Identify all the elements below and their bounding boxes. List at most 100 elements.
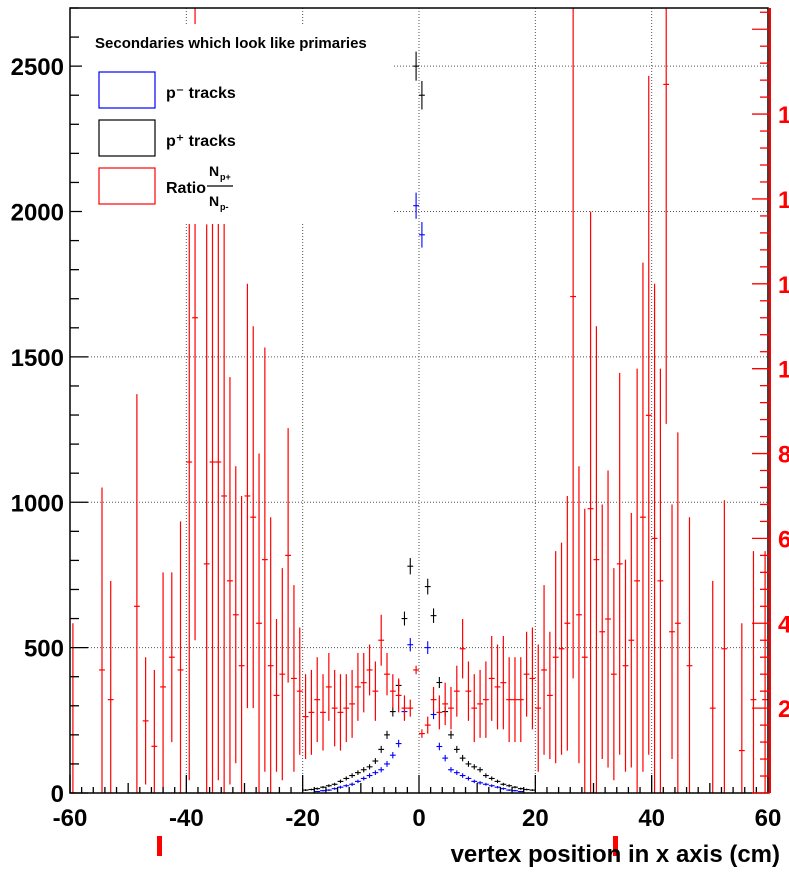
y-right-tick-label: 4 bbox=[778, 611, 789, 638]
ratio-point bbox=[616, 372, 623, 755]
y-right-tick-label: 1 bbox=[778, 272, 789, 299]
y-tick-label: 2000 bbox=[11, 200, 64, 227]
p-minus-point bbox=[355, 779, 361, 784]
ratio-point bbox=[477, 669, 483, 738]
p-minus-point bbox=[325, 789, 332, 791]
ratio-point bbox=[587, 211, 594, 793]
ratio-point bbox=[442, 682, 449, 726]
p-minus-point bbox=[349, 782, 356, 787]
p-minus-point bbox=[465, 776, 472, 781]
ratio-point bbox=[657, 368, 664, 793]
ratio-point bbox=[517, 657, 524, 743]
p-minus-point bbox=[471, 779, 478, 784]
p-plus-point bbox=[494, 779, 501, 784]
x-axis-ticks bbox=[69, 775, 769, 793]
ratio-point bbox=[151, 669, 158, 793]
p-plus-point bbox=[343, 776, 350, 781]
legend-swatch bbox=[98, 167, 156, 205]
ratio-point bbox=[203, 224, 210, 793]
p-plus-point bbox=[453, 745, 460, 753]
ratio-point bbox=[482, 661, 489, 738]
ratio-point bbox=[494, 644, 501, 730]
y-right-tick-label: 1 bbox=[778, 102, 789, 129]
p-plus-point bbox=[512, 786, 518, 789]
ratio-point bbox=[389, 674, 396, 709]
p-plus-point bbox=[366, 764, 373, 770]
p-plus-point bbox=[331, 782, 338, 786]
ratio-point bbox=[256, 453, 262, 793]
ratio-point bbox=[552, 551, 559, 764]
ratio-point bbox=[99, 487, 105, 793]
ratio-point bbox=[366, 644, 373, 696]
p-plus-point bbox=[471, 764, 478, 770]
ratio-point bbox=[331, 669, 338, 747]
ratio-point bbox=[308, 669, 315, 755]
legend-label: p⁺ tracks bbox=[166, 133, 236, 150]
ratio-point bbox=[395, 678, 402, 713]
p-minus-point bbox=[517, 790, 524, 793]
ratio-point bbox=[372, 661, 379, 721]
legend-swatch bbox=[98, 119, 156, 157]
p-minus-point bbox=[500, 787, 507, 790]
red-mark bbox=[613, 836, 618, 856]
p-minus-point bbox=[389, 752, 396, 759]
ratio-point bbox=[343, 674, 350, 743]
ratio-point bbox=[360, 652, 367, 713]
y-right-tick-label: 8 bbox=[778, 442, 789, 469]
p-minus-point bbox=[459, 773, 466, 778]
ratio-point bbox=[227, 377, 233, 785]
ratio-point bbox=[645, 75, 652, 755]
y-tick-label: 500 bbox=[24, 636, 64, 663]
ratio-point bbox=[535, 644, 542, 772]
p-minus-point bbox=[424, 641, 431, 655]
ratio-point bbox=[558, 542, 565, 755]
ratio-point bbox=[107, 580, 114, 793]
ratio-point bbox=[541, 585, 547, 755]
series-ratio bbox=[70, 8, 768, 794]
fraction-denominator: N bbox=[209, 193, 219, 209]
ratio-point bbox=[302, 674, 309, 760]
p-minus-point bbox=[453, 770, 460, 775]
ratio-point bbox=[628, 512, 635, 768]
ratio-point bbox=[674, 432, 681, 793]
x-tick-label: 60 bbox=[755, 805, 782, 832]
p-plus-point bbox=[349, 773, 356, 778]
ratio-point bbox=[244, 283, 251, 709]
y-right-tick-label: 1 bbox=[778, 187, 789, 214]
ratio-point bbox=[581, 508, 588, 793]
x-tick-label: 20 bbox=[522, 805, 549, 832]
p-minus-point bbox=[366, 773, 373, 778]
p-minus-point bbox=[407, 638, 414, 652]
legend: Secondaries which look like primaries p⁻ … bbox=[82, 24, 392, 224]
ratio-point bbox=[471, 674, 478, 743]
ratio-point bbox=[142, 657, 149, 785]
ratio-point bbox=[651, 283, 658, 793]
legend-label: p⁻ tracks bbox=[166, 85, 236, 102]
ratio-point bbox=[378, 614, 385, 666]
ratio-point bbox=[384, 652, 390, 696]
ratio-point bbox=[186, 143, 193, 781]
p-plus-point bbox=[320, 786, 326, 789]
y-tick-label: 1000 bbox=[11, 490, 64, 517]
p-plus-point bbox=[500, 782, 507, 786]
legend-background bbox=[82, 24, 392, 224]
y-right-tick-label: 2 bbox=[778, 696, 789, 723]
ratio-point bbox=[669, 504, 675, 760]
ratio-point bbox=[622, 559, 629, 772]
p-plus-point bbox=[401, 611, 408, 626]
x-tick-label: 0 bbox=[412, 805, 425, 832]
ratio-point bbox=[663, 8, 670, 424]
ratio-point bbox=[640, 262, 646, 772]
ratio-point bbox=[500, 636, 507, 730]
y-right-tick-label: 1 bbox=[778, 357, 789, 384]
ratio-point bbox=[355, 652, 361, 721]
p-plus-point bbox=[424, 578, 431, 595]
ratio-point bbox=[261, 347, 268, 772]
ratio-point bbox=[459, 619, 466, 679]
x-tick-label: -20 bbox=[285, 805, 320, 832]
p-plus-point bbox=[523, 788, 530, 791]
legend-title: Secondaries which look like primaries bbox=[95, 35, 367, 52]
p-plus-point bbox=[360, 767, 367, 773]
ratio-point bbox=[221, 186, 228, 793]
